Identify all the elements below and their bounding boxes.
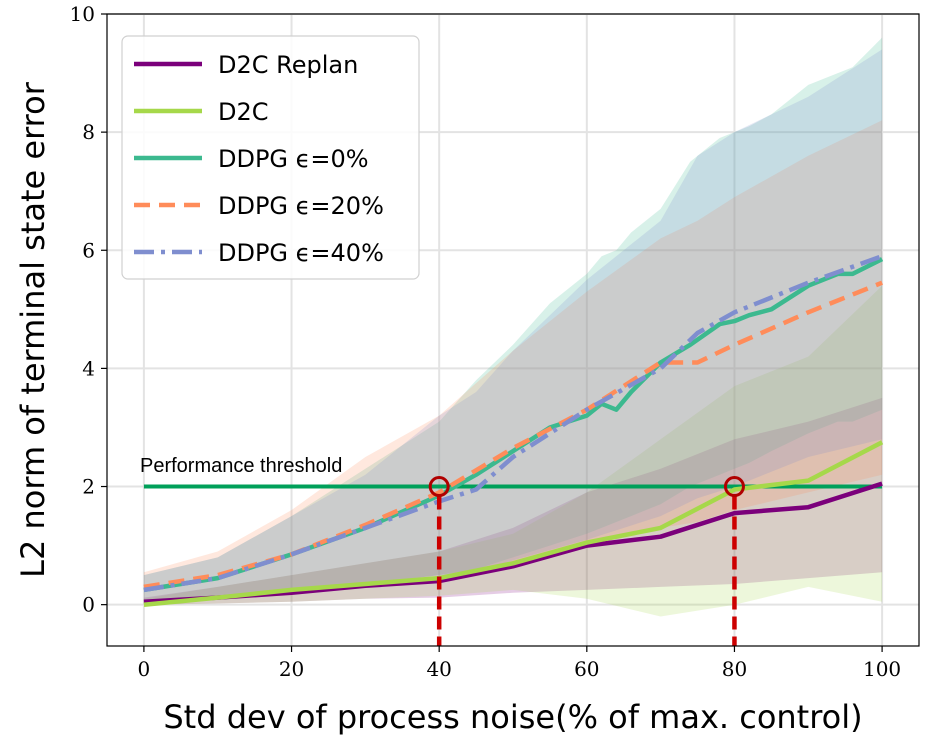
y-axis-title: L2 norm of terminal state error — [14, 81, 52, 578]
band-D2C Replan — [143, 397, 883, 605]
legend-label: D2C Replan — [218, 51, 358, 79]
series-lines — [143, 254, 884, 607]
threshold-markers — [428, 476, 745, 646]
legend: D2C Replan D2C DDPG ϵ=0% DDPG ϵ=20% DDPG ϵ=4… — [121, 35, 420, 280]
band-DDPG ϵ=0% — [143, 37, 883, 605]
series-line-DDPG ϵ=0% — [143, 257, 884, 593]
y-tick-label: 4 — [82, 356, 95, 380]
x-tick-label: 20 — [279, 657, 304, 681]
axis-ticks: 0 20 40 60 80 100 0 2 4 6 8 10 — [70, 2, 902, 681]
band-D2C — [143, 285, 883, 617]
x-tick-label: 80 — [722, 657, 747, 681]
threshold-marker — [723, 476, 745, 498]
y-tick-label: 8 — [82, 120, 95, 144]
legend-label: D2C — [218, 98, 269, 126]
series-line-DDPG ϵ=20% — [143, 280, 883, 590]
plot-frame — [106, 13, 920, 647]
y-tick-label: 6 — [82, 238, 95, 262]
threshold-label: Performance threshold — [140, 455, 342, 477]
legend-label: DDPG ϵ=40% — [218, 239, 384, 267]
confidence-bands — [143, 37, 883, 617]
x-axis-title: Std dev of process noise(% of max. contr… — [163, 698, 862, 736]
threshold-marker — [428, 476, 450, 498]
x-tick-label: 60 — [574, 657, 599, 681]
x-tick-label: 0 — [138, 657, 151, 681]
series-line-D2C — [143, 440, 884, 607]
x-tick-label: 40 — [426, 657, 451, 681]
band-DDPG ϵ=20% — [143, 120, 883, 605]
band-DDPG ϵ=40% — [143, 49, 883, 605]
y-tick-label: 10 — [70, 2, 95, 26]
y-tick-label: 0 — [82, 593, 95, 617]
legend-label: DDPG ϵ=20% — [218, 192, 384, 220]
legend-box — [121, 35, 420, 280]
y-tick-label: 2 — [82, 475, 95, 499]
series-line-DDPG ϵ=40% — [143, 254, 883, 593]
legend-label: DDPG ϵ=0% — [218, 145, 369, 173]
x-tick-label: 100 — [863, 657, 901, 681]
